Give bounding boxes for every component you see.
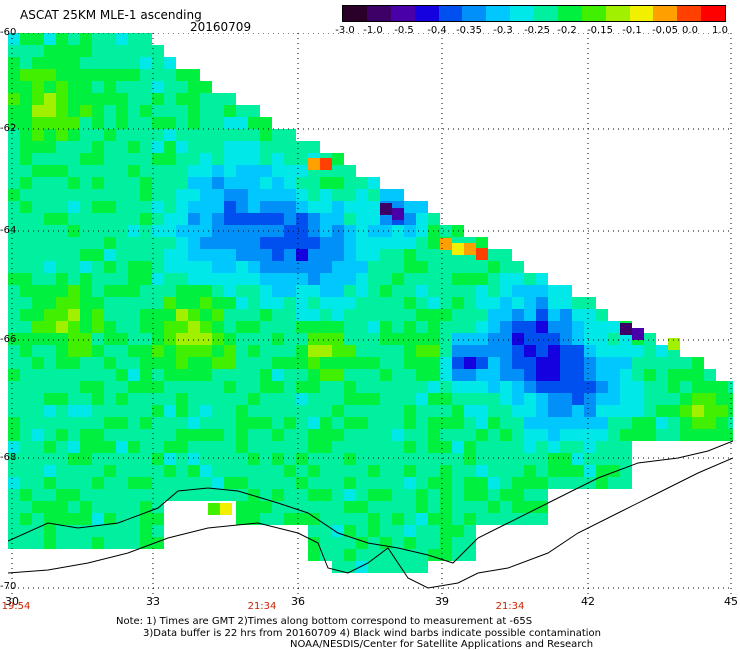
lon-label-33: 33 [146, 595, 160, 608]
color-scale-label: -0.3 [493, 25, 513, 36]
lon-label-45: 45 [724, 595, 738, 608]
color-scale-segment [343, 6, 367, 21]
color-scale-label: -0.5 [394, 25, 414, 36]
color-scale-segment [605, 6, 630, 21]
color-scale-label: 0.0 [682, 25, 698, 36]
lon-label-39: 39 [435, 595, 449, 608]
coastline [8, 440, 733, 564]
map-title: ASCAT 25KM MLE-1 ascending [20, 8, 202, 22]
color-scale-label: -0.35 [456, 25, 482, 36]
lat-label-62: -62 [0, 123, 17, 134]
color-scale-segment [390, 6, 415, 21]
color-scale-label: -0.05 [652, 25, 678, 36]
color-scale-segment [438, 6, 463, 21]
color-scale-segment [486, 6, 511, 21]
time-label-3: 21:34 [495, 601, 525, 612]
color-scale-label: -1.0 [363, 25, 383, 36]
color-scale-label: 1.0 [712, 25, 728, 36]
lon-label-42: 42 [581, 595, 595, 608]
color-scale-segment [629, 6, 654, 21]
map-plot-area[interactable] [8, 33, 733, 600]
color-scale-segment [510, 6, 534, 21]
color-scale-label: -0.25 [524, 25, 550, 36]
note-line-1: Note: 1) Times are GMT 2)Times along bot… [116, 616, 533, 627]
ice-shelf-outline [8, 457, 733, 589]
time-label-2: 21:34 [247, 601, 277, 612]
time-label-1: 19:54 [1, 601, 31, 612]
color-scale-segment [534, 6, 558, 21]
color-scale-label: -3.0 [335, 25, 355, 36]
color-scale-label: -0.2 [557, 25, 577, 36]
color-scale-segment [462, 6, 487, 21]
color-scale-segment [366, 6, 391, 21]
lat-label-64: -64 [0, 225, 17, 236]
lat-label-66: -66 [0, 334, 17, 345]
lat-label-60: -60 [0, 27, 17, 38]
lat-label-68: -68 [0, 452, 17, 463]
color-scale-label: -0.15 [587, 25, 613, 36]
color-scale-segment [557, 6, 582, 21]
note-line-3: NOAA/NESDIS/Center for Satellite Applica… [290, 639, 594, 650]
color-scale-segment [677, 6, 702, 21]
lon-label-36: 36 [291, 595, 305, 608]
lon-label-30: 30 [5, 595, 19, 608]
color-scale-label: -0.1 [622, 25, 642, 36]
color-scale-bar [342, 5, 726, 22]
color-scale-segment [414, 6, 439, 21]
note-line-2: 3)Data buffer is 22 hrs from 20160709 4)… [143, 628, 601, 639]
lat-label-70: -70 [0, 581, 17, 592]
map-date: 20160709 [190, 20, 252, 34]
color-scale-label: -0.4 [427, 25, 447, 36]
color-scale-segment [581, 6, 606, 21]
color-scale-segment [653, 6, 678, 21]
map-canvas [8, 33, 733, 600]
color-scale-segment [701, 6, 725, 21]
